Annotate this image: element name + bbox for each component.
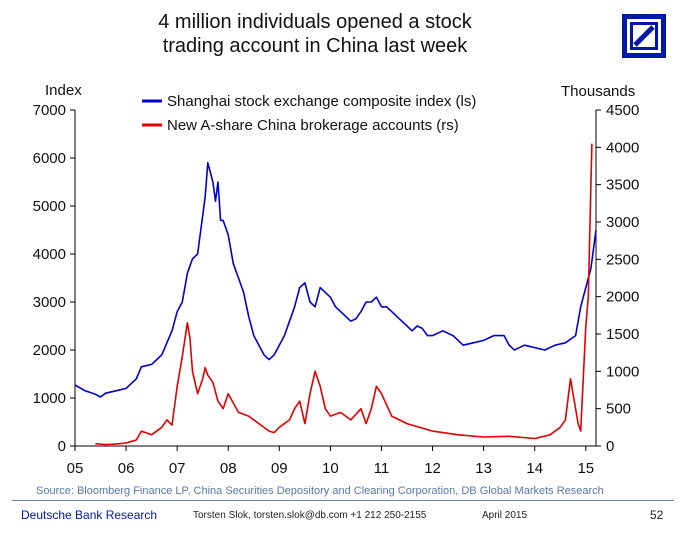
left-tick-label: 0: [58, 438, 66, 455]
legend-label: New A-share China brokerage accounts (rs…: [167, 117, 459, 134]
left-tick-label: 5000: [33, 198, 66, 215]
right-tick-label: 0: [606, 438, 614, 455]
left-tick-label: 4000: [33, 246, 66, 263]
left-axis-title: Index: [45, 82, 82, 99]
legend-label: Shanghai stock exchange composite index …: [167, 93, 476, 110]
footer-date: April 2015: [482, 510, 528, 521]
source-note: Source: Bloomberg Finance LP, China Secu…: [36, 485, 604, 497]
right-tick-label: 2000: [606, 289, 639, 306]
right-tick-label: 3500: [606, 177, 639, 194]
legend: Shanghai stock exchange composite index …: [142, 93, 476, 134]
right-tick-label: 500: [606, 401, 631, 418]
x-tick-label: 09: [271, 460, 288, 477]
brokerage-accounts-line: [95, 143, 593, 446]
x-tick-label: 13: [475, 460, 492, 477]
x-tick-label: 07: [169, 460, 186, 477]
footer-divider: [12, 500, 674, 501]
axes-group: 0100020003000400050006000700005001000150…: [33, 82, 640, 477]
right-tick-label: 1000: [606, 363, 639, 380]
x-tick-label: 11: [374, 460, 390, 477]
x-tick-label: 12: [424, 460, 441, 477]
footer-contact: Torsten Slok, torsten.slok@db.com +1 212…: [193, 510, 427, 521]
left-tick-label: 3000: [33, 294, 66, 311]
left-tick-label: 7000: [33, 102, 66, 119]
right-tick-label: 4500: [606, 102, 639, 119]
right-tick-label: 3000: [606, 214, 639, 231]
right-axis-title: Thousands: [561, 83, 635, 100]
x-tick-label: 15: [577, 460, 594, 477]
left-tick-label: 1000: [33, 390, 66, 407]
x-tick-label: 10: [322, 460, 339, 477]
left-tick-label: 2000: [33, 342, 66, 359]
x-tick-label: 14: [526, 460, 543, 477]
x-tick-label: 05: [67, 460, 84, 477]
footer-brand: Deutsche Bank Research: [21, 508, 158, 522]
title-line-1: 4 million individuals opened a stock: [158, 11, 472, 33]
right-tick-label: 1500: [606, 326, 639, 343]
logo-graphic: [622, 14, 666, 58]
right-tick-label: 2500: [606, 251, 639, 268]
page-number: 52: [650, 508, 664, 522]
left-tick-label: 6000: [33, 150, 66, 167]
series-group: [74, 143, 597, 446]
x-tick-label: 08: [220, 460, 237, 477]
right-tick-label: 4000: [606, 139, 639, 156]
deutsche-bank-logo: [622, 14, 666, 58]
chart-title: 4 million individuals opened a stock tra…: [110, 10, 520, 58]
shanghai-index-line: [74, 162, 597, 398]
title-line-2: trading account in China last week: [162, 35, 468, 57]
x-tick-label: 06: [118, 460, 135, 477]
